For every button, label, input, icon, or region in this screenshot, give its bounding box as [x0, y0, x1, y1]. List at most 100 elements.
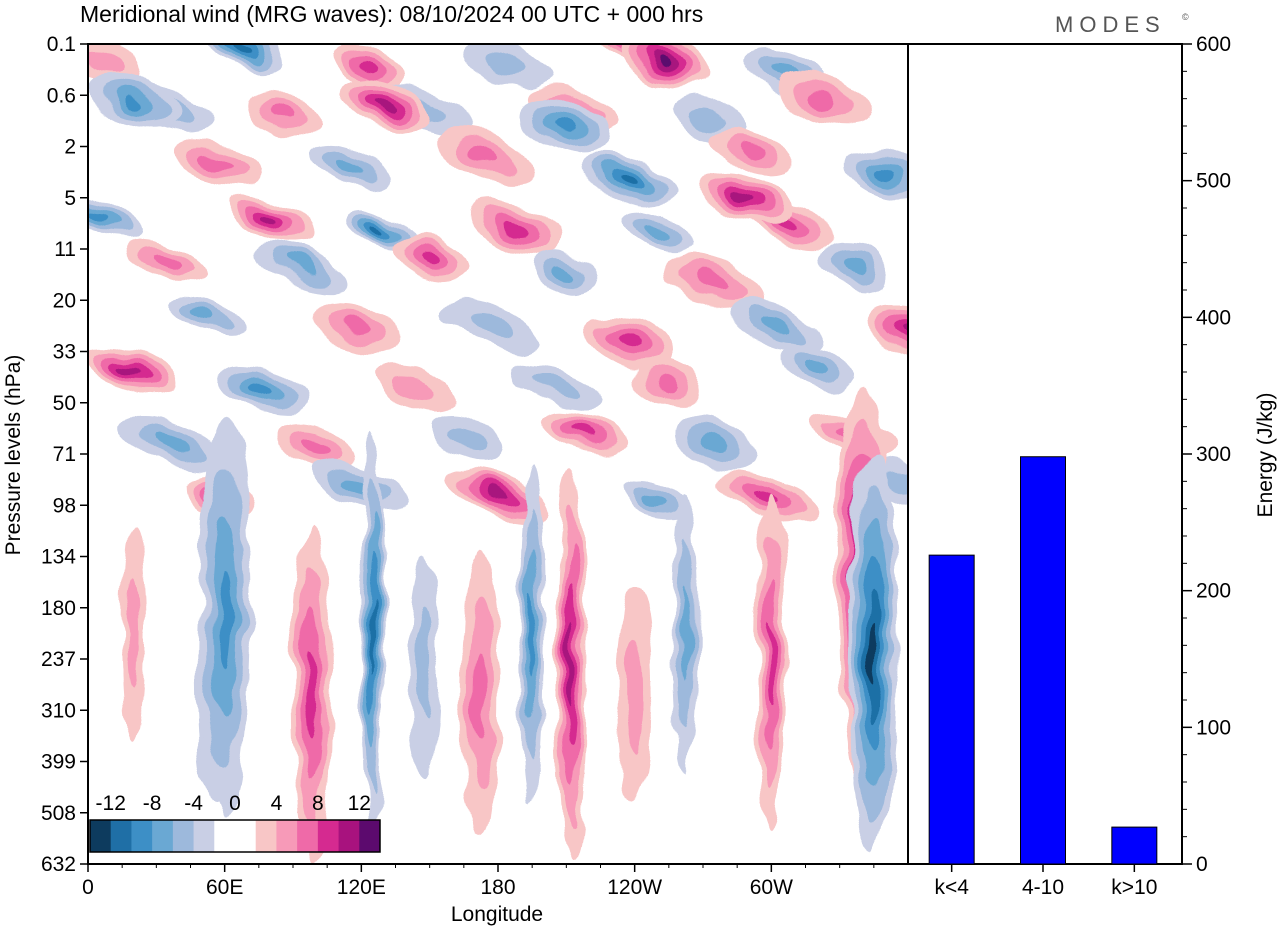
negative-wind-contour — [529, 590, 536, 676]
negative-wind-contour — [370, 593, 376, 674]
pressure-axis: 0.1 0.6 2 5 11 20 33 50 71 98 134 180 237 310 399 508 63… — [41, 33, 88, 876]
y-axis-label: Pressure levels (hPa) — [2, 355, 25, 556]
energy-bar-panel: k<4 4-10 k>10 0 100 200 300 400 500 600 Energy (… — [907, 33, 1277, 899]
colorbar-swatch — [297, 820, 319, 852]
negative-wind-contour — [231, 44, 250, 52]
negative-wind-contour — [802, 360, 828, 376]
pressure-tick-label: 0.1 — [47, 33, 76, 56]
positive-wind-contour — [421, 253, 439, 265]
pressure-tick-label: 98 — [53, 494, 76, 517]
negative-wind-contour — [466, 312, 518, 340]
positive-wind-contour — [485, 488, 507, 499]
logo-text: MODES — [1055, 12, 1166, 37]
positive-wind-contour — [153, 253, 182, 269]
colorbar-swatch — [317, 820, 340, 852]
positive-wind-contour — [396, 377, 437, 401]
energy-tick-label: 0 — [1196, 853, 1208, 876]
positive-wind-contour — [896, 319, 908, 341]
pressure-tick-label: 310 — [41, 699, 76, 722]
negative-wind-contour — [122, 93, 145, 108]
energy-tick-label: 600 — [1196, 33, 1231, 56]
colorbar-tick-label: -12 — [96, 792, 126, 815]
x-axis-label: Longitude — [451, 903, 543, 926]
negative-wind-contour — [533, 375, 581, 399]
negative-wind-contour — [844, 259, 867, 276]
positive-wind-contour — [567, 624, 575, 705]
positive-wind-contour — [88, 49, 123, 73]
energy-bars — [928, 456, 1158, 865]
positive-wind-contour — [573, 427, 594, 439]
negative-wind-contour — [483, 52, 528, 77]
colorbar-swatch — [255, 820, 277, 852]
longitude-tick-label: 120E — [337, 876, 386, 899]
negative-wind-contour — [690, 106, 728, 130]
negative-wind-contour — [619, 174, 639, 186]
positive-wind-contour — [808, 90, 840, 108]
pressure-tick-label: 134 — [41, 546, 76, 569]
energy-tick-label: 500 — [1196, 170, 1231, 193]
longitude-tick-label: 180 — [480, 876, 515, 899]
logo-mark: © — [1182, 12, 1189, 22]
colorbar-swatch — [235, 820, 257, 852]
colorbar-legend: -12 -8 -4 0 4 8 12 — [89, 792, 381, 853]
colorbar-swatch — [193, 820, 215, 852]
longitude-tick-label: 120W — [607, 876, 662, 899]
colorbar-swatch — [276, 820, 298, 852]
positive-wind-contour — [473, 648, 487, 742]
positive-wind-contour — [657, 374, 680, 392]
pressure-tick-label: 71 — [53, 443, 76, 466]
negative-wind-contour — [191, 308, 218, 323]
negative-wind-contour — [680, 586, 689, 681]
longitude-tick-label: 60E — [206, 876, 243, 899]
colorbar-tick-label: 12 — [348, 792, 371, 815]
negative-wind-contour — [417, 609, 434, 720]
pressure-tick-label: 632 — [41, 853, 76, 876]
energy-bar — [928, 554, 975, 865]
energy-axis: 0 100 200 300 400 500 600 — [1182, 33, 1231, 876]
negative-wind-contour — [218, 568, 232, 668]
positive-wind-contour — [120, 364, 139, 375]
colorbar-swatch — [172, 820, 195, 852]
negative-wind-contour — [869, 620, 879, 688]
energy-tick-label: 400 — [1196, 306, 1231, 329]
positive-wind-contour — [301, 438, 328, 454]
colorbar-swatch — [359, 820, 381, 852]
negative-wind-contour — [884, 470, 908, 498]
positive-wind-contour — [127, 578, 140, 689]
energy-bar — [1111, 826, 1158, 865]
positive-wind-contour — [695, 272, 731, 292]
positive-wind-contour — [617, 334, 639, 348]
pressure-tick-label: 2 — [64, 136, 76, 159]
pressure-tick-label: 11 — [54, 238, 76, 261]
negative-wind-contour — [554, 266, 577, 282]
negative-wind-contour — [858, 457, 908, 512]
colorbar-swatch — [90, 820, 112, 852]
modes-logo: MODES © — [1055, 12, 1189, 37]
energy-axis-label: Energy (J/kg) — [1254, 393, 1277, 518]
colorbar-swatch — [131, 820, 153, 852]
longitude-tick-label: 0 — [82, 876, 94, 899]
positive-wind-contour — [260, 214, 279, 225]
pressure-tick-label: 180 — [41, 597, 76, 620]
negative-wind-contour — [371, 225, 387, 234]
wavenumber-tick-label: k<4 — [934, 876, 969, 899]
wavenumber-tick-label: k>10 — [1111, 876, 1157, 899]
colorbar-swatch — [152, 820, 174, 852]
heatmap-panel: 0.1 0.6 2 5 11 20 33 50 71 98 134 180 237 310 399 508 63… — [2, 33, 909, 926]
negative-wind-contour — [449, 426, 486, 450]
energy-tick-label: 300 — [1196, 443, 1231, 466]
positive-wind-contour — [306, 652, 317, 738]
positive-wind-contour — [624, 639, 645, 750]
colorbar-swatch — [214, 820, 236, 852]
negative-wind-contour — [283, 258, 317, 275]
negative-wind-contour — [555, 119, 578, 133]
colorbar-border — [89, 819, 381, 853]
negative-wind-contour — [338, 158, 365, 173]
negative-wind-contour — [253, 383, 276, 396]
colorbar-tick-label: -4 — [184, 792, 203, 815]
pressure-tick-label: 237 — [41, 648, 76, 671]
positive-wind-contour — [375, 100, 393, 111]
colorbar-swatch — [338, 820, 360, 852]
positive-wind-contour — [469, 146, 502, 165]
